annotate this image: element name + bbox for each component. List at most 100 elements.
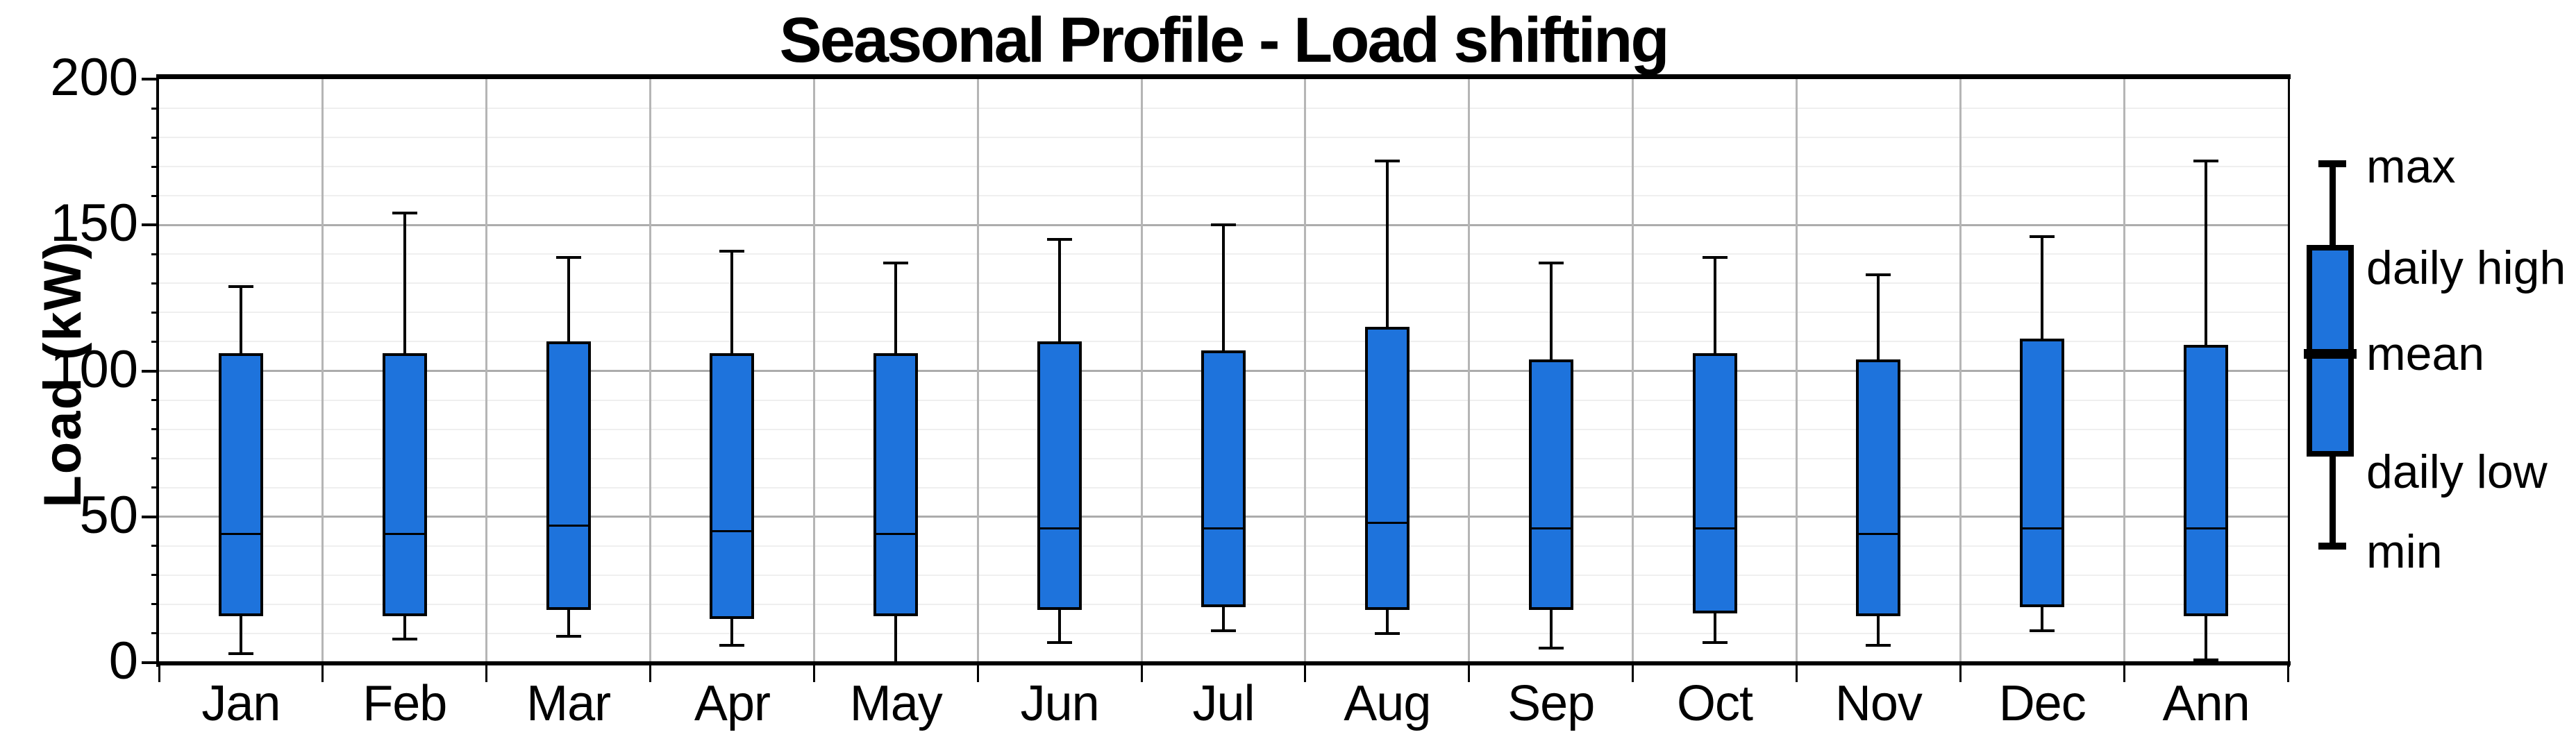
mean-line-mar xyxy=(547,524,589,527)
x-tick xyxy=(976,664,979,682)
whisker-lower-apr xyxy=(730,618,734,645)
month-label-feb: Feb xyxy=(362,676,447,731)
whisker-cap-min-mar xyxy=(555,635,581,638)
box-jan xyxy=(218,353,263,616)
whisker-lower-may xyxy=(894,615,898,663)
month-label-dec: Dec xyxy=(1998,676,2086,731)
mean-line-oct xyxy=(1693,527,1736,530)
y-tick-label: 0 xyxy=(108,631,138,690)
whisker-cap-max-ann xyxy=(2193,159,2219,162)
whisker-cap-max-apr xyxy=(719,250,745,253)
x-tick xyxy=(1959,664,1962,682)
legend-label-daily-high: daily high xyxy=(2366,241,2566,294)
whisker-cap-max-jun xyxy=(1047,238,1073,241)
whisker-lower-mar xyxy=(567,610,570,637)
x-tick xyxy=(1468,664,1471,682)
legend-label-mean: mean xyxy=(2366,328,2485,380)
mean-line-may xyxy=(875,533,917,536)
whisker-cap-min-aug xyxy=(1374,631,1400,635)
month-separator xyxy=(649,79,652,663)
whisker-cap-min-apr xyxy=(719,643,745,647)
whisker-cap-max-aug xyxy=(1374,159,1400,162)
month-separator xyxy=(1959,79,1962,663)
whisker-cap-max-oct xyxy=(1702,255,1728,259)
box-jun xyxy=(1037,341,1082,611)
box-apr xyxy=(710,353,755,619)
plot-border-right xyxy=(2288,74,2290,667)
y-tick-major xyxy=(142,223,156,227)
mean-line-ann xyxy=(2185,527,2227,530)
mean-line-dec xyxy=(2021,527,2064,530)
month-label-jan: Jan xyxy=(201,676,281,731)
whisker-cap-max-sep xyxy=(1538,261,1564,264)
y-tick-minor xyxy=(151,486,158,489)
mean-line-jun xyxy=(1039,527,1081,530)
y-tick-label: 150 xyxy=(50,194,138,253)
month-separator xyxy=(485,79,488,663)
whisker-cap-min-jan xyxy=(228,652,253,656)
whisker-upper-mar xyxy=(567,257,570,342)
whisker-lower-jul xyxy=(1222,607,1225,631)
box-oct xyxy=(1692,353,1737,613)
month-label-ann: Ann xyxy=(2162,676,2250,731)
box-may xyxy=(873,353,919,616)
whisker-cap-min-nov xyxy=(1866,643,1891,647)
y-tick-major xyxy=(142,661,156,664)
whisker-lower-jun xyxy=(1058,610,1062,643)
y-tick-minor xyxy=(151,282,158,284)
chart-title: Seasonal Profile - Load shifting xyxy=(779,5,1669,76)
month-label-sep: Sep xyxy=(1507,676,1595,731)
y-tick-minor xyxy=(151,545,158,547)
month-separator xyxy=(812,79,815,663)
y-tick-minor xyxy=(151,574,158,577)
y-tick-label: 200 xyxy=(50,48,138,107)
whisker-upper-feb xyxy=(403,213,406,354)
x-tick xyxy=(649,664,652,682)
whisker-upper-jan xyxy=(239,286,242,354)
whisker-upper-jun xyxy=(1058,239,1062,342)
whisker-upper-nov xyxy=(1877,274,1880,359)
x-tick xyxy=(2123,664,2125,682)
month-label-oct: Oct xyxy=(1677,676,1753,731)
plot-border-left xyxy=(156,74,159,667)
box-sep xyxy=(1528,359,1573,611)
box-nov xyxy=(1856,359,1901,616)
x-tick xyxy=(485,664,488,682)
month-separator xyxy=(1140,79,1143,663)
y-tick-minor xyxy=(151,340,158,343)
plot-border-top xyxy=(156,74,2291,79)
whisker-cap-min-jul xyxy=(1211,629,1236,632)
x-tick xyxy=(2286,664,2289,682)
gridline-minor xyxy=(159,195,2288,197)
month-separator xyxy=(976,79,979,663)
y-tick-major xyxy=(142,78,156,80)
x-tick xyxy=(321,664,324,682)
month-label-aug: Aug xyxy=(1344,676,1431,731)
plot-border-bottom xyxy=(156,661,2291,665)
whisker-lower-nov xyxy=(1877,615,1880,645)
month-separator xyxy=(1468,79,1471,663)
whisker-cap-min-feb xyxy=(392,638,417,641)
whisker-cap-min-oct xyxy=(1702,640,1728,644)
y-tick-label: 100 xyxy=(50,339,138,399)
box-dec xyxy=(2020,339,2065,608)
y-tick-label: 50 xyxy=(79,485,138,545)
x-tick xyxy=(158,664,160,682)
legend-whisker-cap-min xyxy=(2318,543,2346,550)
whisker-cap-max-jul xyxy=(1211,223,1236,227)
mean-line-jan xyxy=(219,533,262,536)
whisker-cap-max-nov xyxy=(1866,273,1891,276)
gridline-minor xyxy=(159,137,2288,139)
y-tick-minor xyxy=(151,311,158,314)
whisker-upper-may xyxy=(894,262,898,354)
y-tick-minor xyxy=(151,603,158,606)
mean-line-aug xyxy=(1366,521,1408,524)
month-separator xyxy=(321,79,324,663)
y-tick-minor xyxy=(151,632,158,635)
whisker-lower-aug xyxy=(1385,610,1389,634)
whisker-cap-min-ann xyxy=(2193,658,2219,661)
gridline-minor xyxy=(159,166,2288,168)
mean-line-sep xyxy=(1530,527,1572,530)
y-tick-minor xyxy=(151,253,158,255)
